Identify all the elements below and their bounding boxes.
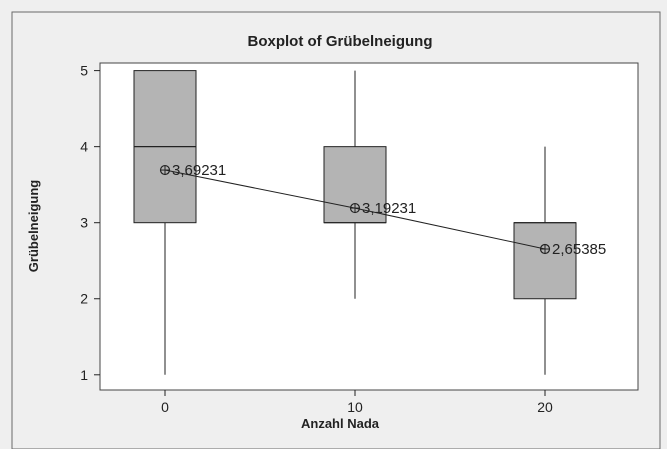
- x-tick-label: 10: [347, 399, 363, 415]
- box-group-20: [513, 146, 577, 375]
- y-tick-label: 3: [80, 215, 88, 231]
- chart-title: Boxplot of Grübelneigung: [248, 33, 433, 50]
- box-group-0: [133, 70, 197, 375]
- box: [323, 146, 387, 224]
- box: [513, 222, 577, 300]
- y-tick-label: 2: [80, 291, 88, 307]
- mean-label: 3,19231: [362, 200, 416, 217]
- y-axis-label: Grübelneigung: [26, 180, 41, 273]
- y-tick-label: 5: [80, 63, 88, 79]
- x-axis-label: Anzahl Nada: [301, 416, 380, 431]
- x-tick-label: 0: [161, 399, 169, 415]
- y-tick-label: 1: [80, 367, 88, 383]
- chart-marks: 1 2 3 4 5 0 10 20 3,69231 3,19231 2,65385: [80, 63, 606, 415]
- x-tick-label: 20: [537, 399, 553, 415]
- y-tick-label: 4: [80, 139, 88, 155]
- box-group-10: [323, 70, 387, 299]
- mean-label: 3,69231: [172, 162, 226, 179]
- mean-label: 2,65385: [552, 241, 606, 258]
